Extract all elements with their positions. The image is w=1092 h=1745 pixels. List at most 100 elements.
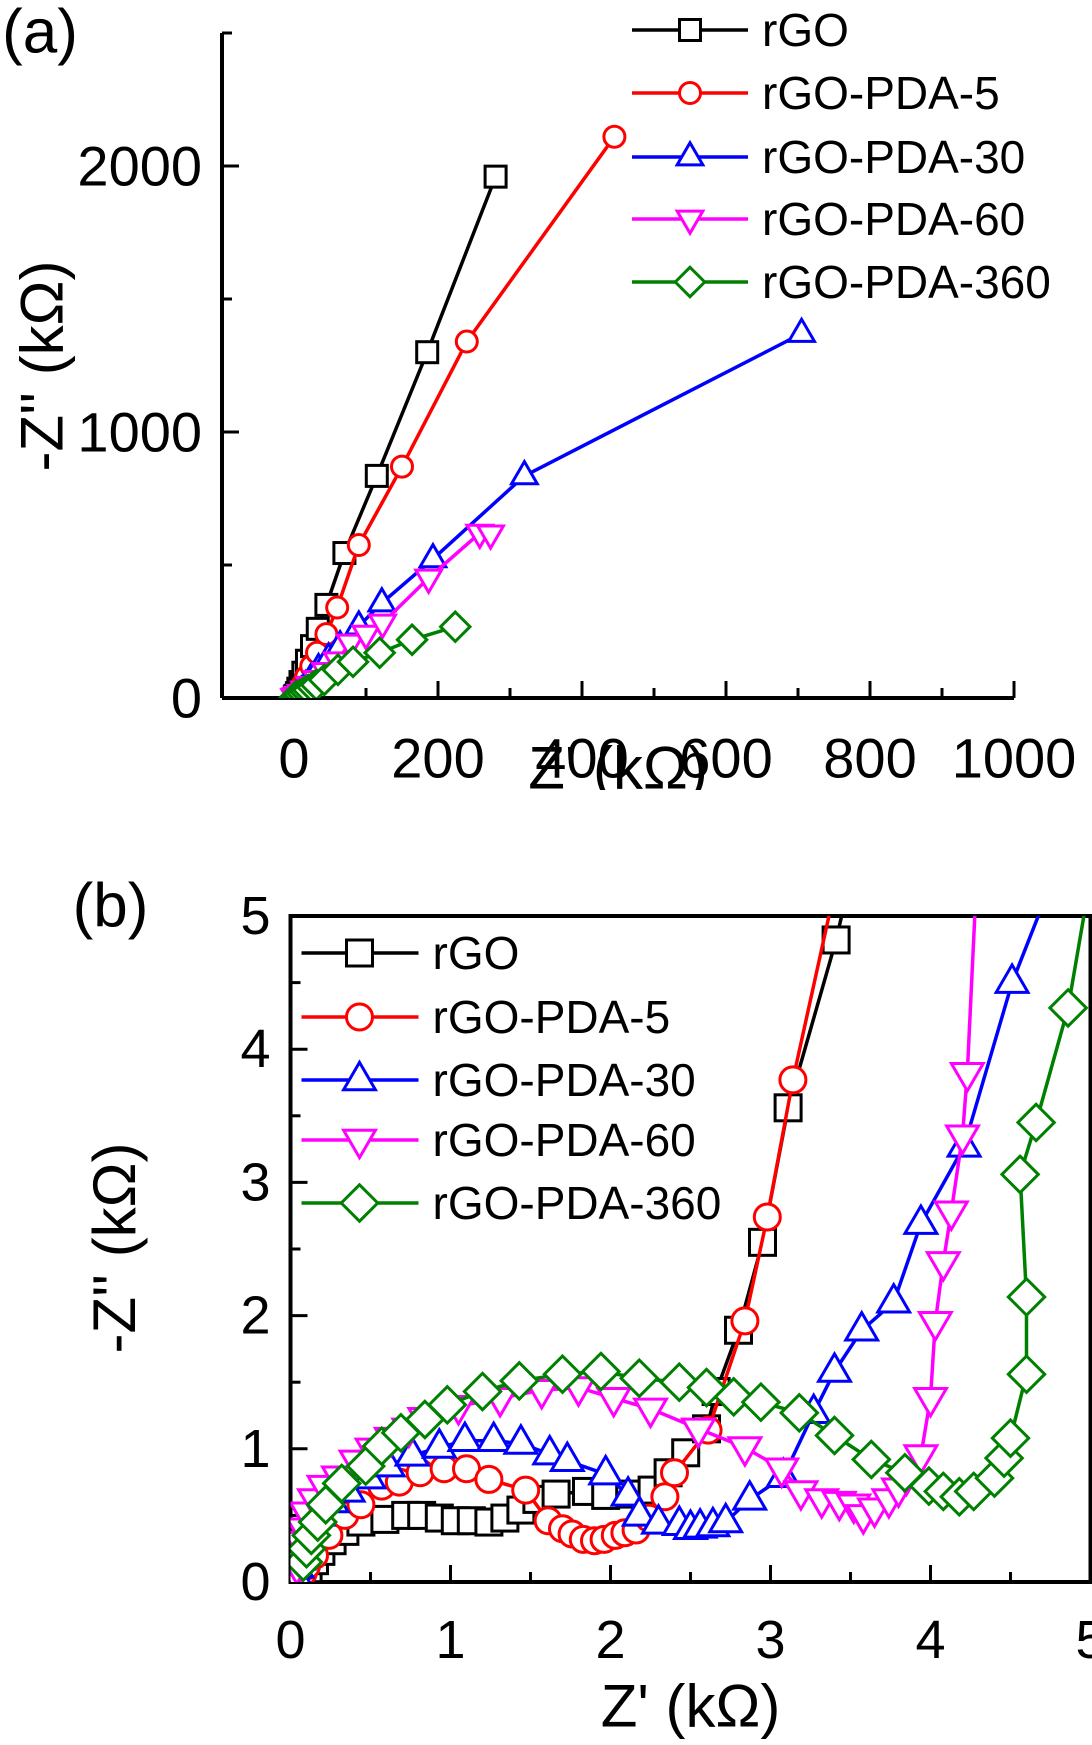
legend-square-icon xyxy=(345,938,374,968)
triangle-up-marker-icon xyxy=(502,1422,540,1455)
legend-label: rGO-PDA-30 xyxy=(433,1054,696,1106)
legend-item: rGO-PDA-60 xyxy=(632,193,1025,245)
legend-item: rGO-PDA-5 xyxy=(301,991,671,1043)
circle-marker-icon xyxy=(778,1065,808,1095)
diamond-marker-icon xyxy=(850,1439,892,1480)
series-rGO-PDA-360 xyxy=(277,609,473,698)
legend: rGO rGO-PDA-5 rGO-PDA-30 rGO-PDA-60 rGO-PDA-… xyxy=(301,927,721,1229)
triangle-down-marker-icon xyxy=(475,524,507,552)
diamond-marker-icon xyxy=(362,635,397,670)
diamond-marker-icon xyxy=(438,609,473,644)
legend-label: rGO xyxy=(762,4,849,56)
circle-marker-icon xyxy=(650,1482,680,1512)
diamond-marker-icon xyxy=(658,1361,700,1403)
triangle-up-marker-icon xyxy=(731,1478,769,1511)
panel-label: (a) xyxy=(2,0,78,67)
legend-item: rGO xyxy=(301,927,520,979)
diamond-marker-icon xyxy=(618,1357,660,1399)
circle-marker-icon xyxy=(511,1475,541,1505)
diamond-marker-icon xyxy=(542,1353,583,1395)
diamond-marker-icon xyxy=(778,1392,820,1434)
triangle-down-marker-icon xyxy=(932,1200,970,1233)
diamond-marker-icon xyxy=(814,1415,855,1456)
triangle-up-marker-icon xyxy=(393,1434,431,1467)
diamond-marker-icon xyxy=(1015,1102,1057,1143)
triangle-down-marker-icon xyxy=(350,624,382,652)
panel-b-chart: 0 1 2 3 4 5 0 1 2 3 4 5 Z' (kΩ) -Z'' (kΩ) (b) rGO rGO-PD… xyxy=(73,872,1092,1740)
triangle-up-marker-icon xyxy=(475,1420,513,1453)
axes: 0 200 400 600 800 1000 0 1000 2000 xyxy=(77,31,1077,790)
legend-label: rGO-PDA-30 xyxy=(762,131,1025,183)
x-tick-label: 1 xyxy=(435,1610,465,1670)
x-tick-label: 3 xyxy=(755,1610,785,1670)
circle-marker-icon xyxy=(730,1306,760,1336)
legend-item: rGO-PDA-30 xyxy=(632,131,1025,183)
legend-item: rGO-PDA-5 xyxy=(632,67,1000,119)
diamond-marker-icon xyxy=(1006,1276,1047,1318)
circle-marker-icon xyxy=(752,1202,782,1232)
diamond-marker-icon xyxy=(740,1381,782,1423)
square-marker-icon xyxy=(415,340,440,365)
legend-item: rGO-PDA-30 xyxy=(301,1054,696,1106)
circle-marker-icon xyxy=(454,329,479,354)
x-tick-label: 1000 xyxy=(952,727,1077,790)
y-tick-label: 2000 xyxy=(77,135,202,198)
triangle-down-marker-icon xyxy=(523,1378,561,1411)
diamond-marker-icon xyxy=(462,1371,503,1412)
diamond-marker-icon xyxy=(1006,1353,1047,1395)
triangle-up-marker-icon xyxy=(707,1501,745,1534)
triangle-up-marker-icon xyxy=(417,541,449,569)
legend-label: rGO-PDA-5 xyxy=(433,991,671,1043)
triangle-up-marker-icon xyxy=(446,1420,484,1453)
y-tick-label: 2 xyxy=(240,1286,270,1346)
legend-label: rGO xyxy=(433,927,520,979)
series-group xyxy=(277,124,818,698)
triangle-down-marker-icon xyxy=(679,1417,718,1450)
y-tick-label: 0 xyxy=(240,1552,270,1612)
legend-item: rGO-PDA-360 xyxy=(301,1177,721,1229)
y-tick-label: 1000 xyxy=(77,401,202,464)
x-tick-label: 0 xyxy=(278,727,309,790)
triangle-down-marker-icon xyxy=(334,633,366,661)
legend-circle-icon xyxy=(345,1002,374,1032)
legend-triangle-up-icon xyxy=(674,139,706,167)
triangle-down-marker-icon xyxy=(631,1397,670,1430)
triangle-up-marker-icon xyxy=(815,1350,854,1383)
diamond-marker-icon xyxy=(336,645,370,679)
triangle-down-marker-icon xyxy=(948,1061,986,1094)
diamond-marker-icon xyxy=(395,622,429,657)
circle-marker-icon xyxy=(602,124,627,149)
legend-diamond-icon xyxy=(339,1182,380,1224)
triangle-up-marker-icon xyxy=(620,1494,658,1527)
y-tick-label: 0 xyxy=(171,667,202,730)
legend-triangle-down-icon xyxy=(340,1128,379,1161)
legend-circle-icon xyxy=(678,81,702,105)
triangle-down-marker-icon xyxy=(902,1444,940,1477)
x-axis-title: Z' (kΩ) xyxy=(528,735,708,791)
x-tick-label: 4 xyxy=(915,1610,945,1670)
x-tick-label: 800 xyxy=(823,727,916,790)
x-tick-label: 0 xyxy=(275,1610,305,1670)
diamond-marker-icon xyxy=(580,1351,622,1392)
triangle-down-marker-icon xyxy=(911,1386,950,1419)
y-tick-label: 4 xyxy=(240,1019,270,1079)
square-marker-icon xyxy=(541,1479,571,1509)
legend-item: rGO-PDA-360 xyxy=(632,256,1051,308)
x-tick-label: 200 xyxy=(391,727,484,790)
legend-square-icon xyxy=(678,18,702,42)
y-axis-title: -Z'' (kΩ) xyxy=(81,1142,148,1353)
triangle-up-marker-icon xyxy=(366,585,398,613)
x-tick-label: 400 xyxy=(535,727,628,790)
diamond-marker-icon xyxy=(1047,987,1089,1029)
triangle-up-marker-icon xyxy=(843,1309,881,1342)
x-tick-label: 600 xyxy=(679,727,772,790)
square-marker-icon xyxy=(483,164,508,189)
circle-marker-icon xyxy=(346,533,371,558)
triangle-up-marker-icon xyxy=(587,1453,625,1486)
triangle-up-marker-icon xyxy=(420,1426,458,1459)
y-tick-label: 1 xyxy=(240,1419,270,1479)
diamond-marker-icon xyxy=(321,1463,363,1504)
triangle-down-marker-icon xyxy=(763,1457,801,1490)
legend-label: rGO-PDA-5 xyxy=(762,67,1000,119)
